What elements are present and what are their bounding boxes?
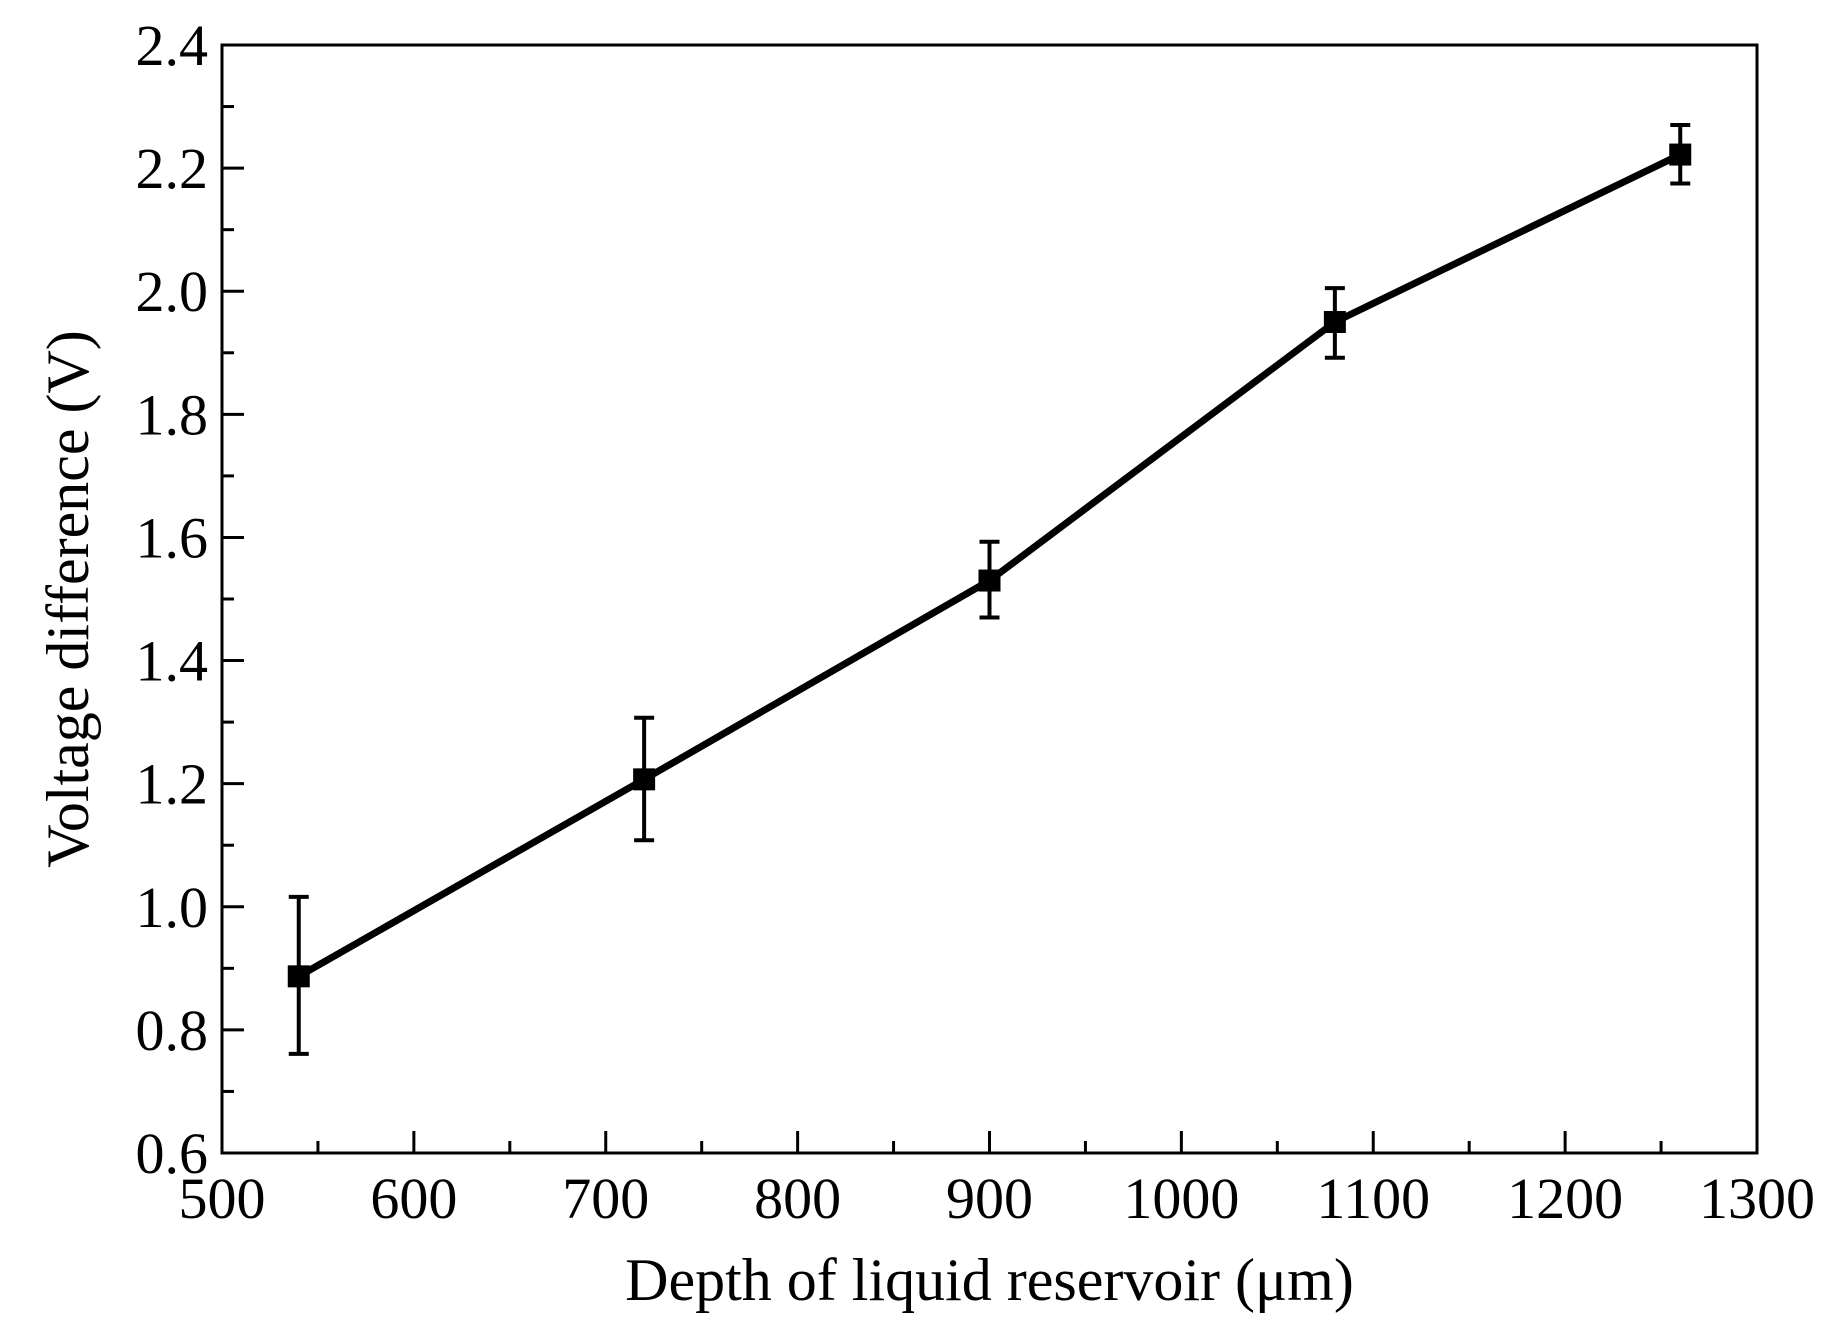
data-point-marker	[287, 965, 310, 988]
y-tick-label: 1.0	[136, 875, 209, 940]
y-tick-label: 0.6	[136, 1121, 209, 1186]
y-tick-label: 2.2	[136, 136, 209, 201]
y-tick-label: 1.8	[136, 382, 209, 447]
data-point-marker	[1669, 143, 1692, 166]
y-tick-label: 2.4	[136, 13, 209, 78]
x-tick-label: 500	[179, 1166, 266, 1231]
data-point-marker	[1323, 311, 1346, 333]
x-tick-label: 900	[946, 1166, 1033, 1231]
y-axis-title: Voltage difference (V)	[35, 330, 101, 868]
x-tick-label: 700	[562, 1166, 649, 1231]
x-axis-title: Depth of liquid reservoir (μm)	[625, 1247, 1354, 1313]
y-tick-label: 2.0	[136, 259, 209, 324]
x-tick-label: 1300	[1699, 1166, 1815, 1231]
data-point-marker	[633, 768, 656, 791]
x-tick-label: 1100	[1316, 1166, 1430, 1231]
chart-marks: 500 600 700 800 900 1000 1100 1200 1300 0.6 0.8 1.0…	[136, 13, 1816, 1231]
x-tick-label: 1200	[1507, 1166, 1623, 1231]
y-tick-label: 1.4	[136, 629, 209, 694]
y-tick-label: 1.6	[136, 505, 209, 570]
x-tick-label: 600	[370, 1166, 457, 1231]
data-point-marker	[978, 569, 1001, 592]
y-tick-label: 1.2	[136, 752, 209, 817]
x-tick-label: 800	[754, 1166, 841, 1231]
y-tick-label: 0.8	[136, 998, 209, 1063]
x-tick-label: 1000	[1123, 1166, 1239, 1231]
